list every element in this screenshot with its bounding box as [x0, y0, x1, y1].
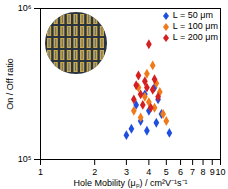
svg-text:5: 5 — [164, 167, 169, 177]
svg-text:2: 2 — [92, 167, 97, 177]
svg-text:10⁶: 10⁶ — [18, 3, 32, 13]
svg-text:9: 9 — [210, 167, 215, 177]
svg-text:8: 8 — [201, 167, 206, 177]
svg-text:6: 6 — [178, 167, 183, 177]
svg-text:10: 10 — [215, 167, 225, 177]
svg-text:On / Off ratio: On / Off ratio — [5, 58, 15, 109]
svg-text:Hole Mobility (μₚ) / cm²V⁻¹s⁻¹: Hole Mobility (μₚ) / cm²V⁻¹s⁻¹ — [73, 178, 187, 189]
svg-text:3: 3 — [124, 167, 129, 177]
svg-text:10⁵: 10⁵ — [18, 154, 32, 164]
html-text:L = 50 μm: L = 50 μm — [172, 10, 213, 20]
html-text:L = 200 μm: L = 200 μm — [172, 32, 218, 42]
svg-text:4: 4 — [146, 167, 151, 177]
svg-text:1: 1 — [38, 167, 43, 177]
html-text:L = 100 μm: L = 100 μm — [172, 21, 218, 31]
svg-text:7: 7 — [190, 167, 195, 177]
